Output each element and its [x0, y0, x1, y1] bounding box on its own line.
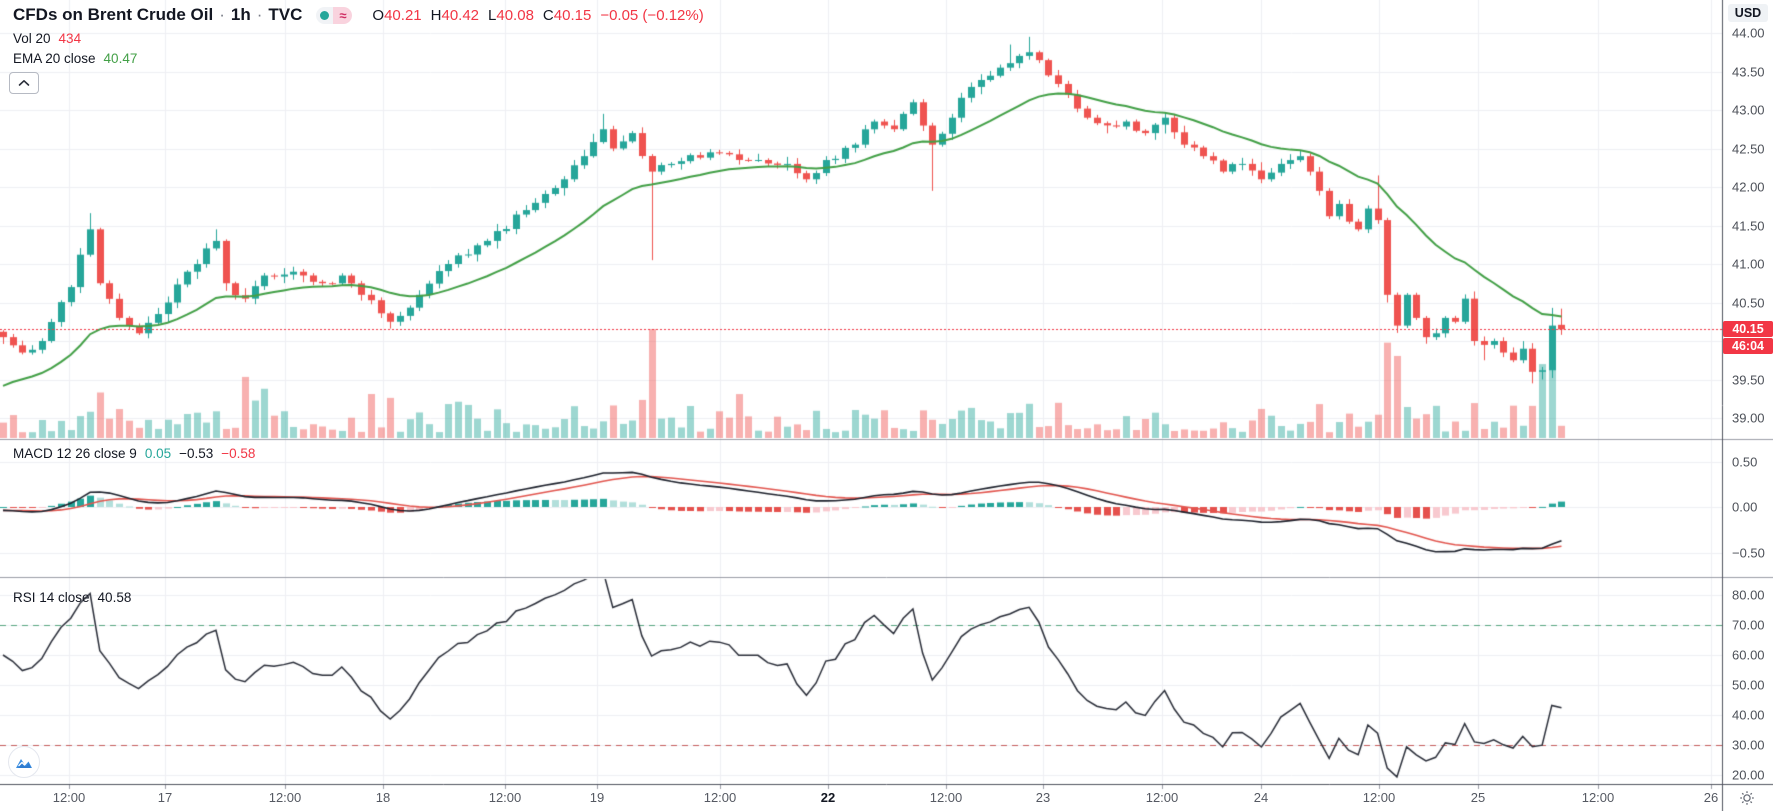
rsi-tick-label: 80.00	[1732, 587, 1765, 603]
time-tick-label: 12:00	[1145, 790, 1179, 805]
price-tick-label: 43.00	[1732, 102, 1765, 118]
time-tick-label: 24	[1253, 790, 1269, 805]
price-tick-label: 43.50	[1732, 64, 1765, 79]
market-open-dot-icon	[320, 10, 330, 20]
candle-countdown-badge: 46:04	[1723, 338, 1773, 354]
change-value: −0.05 (−0.12%)	[600, 6, 704, 24]
time-tick-label: 17	[157, 790, 173, 805]
close-value: 40.15	[553, 6, 592, 24]
time-axis-settings-button[interactable]	[1733, 788, 1761, 808]
currency-badge[interactable]: USD	[1728, 4, 1768, 22]
time-tick-label: 18	[375, 790, 391, 805]
chevron-up-icon	[18, 79, 30, 86]
high-label: H	[430, 6, 442, 24]
volume-value: 434	[58, 30, 82, 46]
rsi-label: RSI 14 close	[13, 589, 90, 605]
separator-dot: ·	[256, 5, 263, 24]
open-value: 40.21	[384, 6, 422, 24]
macd-tick-label: 0.00	[1732, 499, 1758, 515]
rsi-tick-label: 70.00	[1732, 617, 1765, 633]
volume-label: Vol 20	[13, 30, 51, 46]
time-tick-label: 12:00	[703, 790, 737, 805]
ohlc-readout: O40.21 H40.42 L40.08 C40.15 −0.05 (−0.12…	[372, 7, 703, 24]
mountain-logo-icon	[16, 759, 32, 768]
delayed-data-icon: ≈	[333, 6, 353, 24]
exchange-label[interactable]: TVC	[268, 5, 303, 24]
time-tick-label: 12:00	[268, 790, 302, 805]
price-tick-label: 42.50	[1732, 141, 1765, 156]
rsi-tick-label: 60.00	[1732, 647, 1765, 663]
symbol-title[interactable]: CFDs on Brent Crude Oil	[13, 5, 214, 24]
time-tick-label: 22	[820, 790, 836, 805]
macd-line-value: −0.53	[179, 445, 214, 461]
price-tick-label: 41.50	[1732, 218, 1765, 233]
tradingview-logo[interactable]	[8, 746, 40, 778]
interval-label[interactable]: 1h	[230, 5, 251, 24]
ema-label: EMA 20 close	[13, 50, 96, 66]
rsi-tick-label: 30.00	[1732, 737, 1765, 753]
price-tick-label: 39.50	[1732, 372, 1765, 387]
volume-legend[interactable]: Vol 20 434	[13, 28, 704, 48]
collapse-pane-button[interactable]	[9, 72, 39, 94]
macd-label: MACD 12 26 close 9	[13, 445, 137, 461]
macd-hist-value: 0.05	[144, 445, 172, 461]
last-price-badge: 40.15	[1723, 321, 1773, 337]
rsi-value: 40.58	[97, 589, 132, 605]
time-tick-label: 26	[1703, 790, 1719, 805]
time-tick-label: 12:00	[929, 790, 963, 805]
close-label: C	[542, 6, 554, 24]
rsi-legend[interactable]: RSI 14 close 40.58	[13, 587, 131, 607]
time-tick-label: 12:00	[1362, 790, 1396, 805]
low-value: 40.08	[496, 6, 534, 24]
separator-dot: ·	[219, 5, 225, 24]
price-tick-label: 44.00	[1732, 25, 1765, 41]
time-tick-label: 25	[1470, 790, 1486, 805]
low-label: L	[488, 6, 497, 24]
market-status-pill[interactable]: ≈	[316, 6, 353, 24]
macd-signal-value: −0.58	[221, 445, 256, 461]
rsi-tick-label: 50.00	[1732, 677, 1765, 693]
macd-legend[interactable]: MACD 12 26 close 9 0.05 −0.53 −0.58	[13, 443, 255, 463]
price-tick-label: 39.00	[1732, 410, 1765, 426]
price-tick-label: 42.00	[1732, 179, 1765, 195]
high-value: 40.42	[441, 6, 480, 24]
time-tick-label: 23	[1035, 790, 1051, 805]
ema-legend[interactable]: EMA 20 close 40.47	[13, 48, 704, 68]
ema-value: 40.47	[103, 50, 138, 66]
time-tick-label: 19	[589, 790, 605, 805]
rsi-tick-label: 20.00	[1732, 767, 1765, 783]
symbol-legend: CFDs on Brent Crude Oil · 1h · TVC ≈ O40…	[13, 4, 704, 68]
time-tick-label: 12:00	[52, 790, 86, 805]
open-label: O	[372, 6, 385, 24]
macd-tick-label: −0.50	[1732, 545, 1765, 560]
macd-tick-label: 0.50	[1732, 454, 1758, 469]
price-tick-label: 40.50	[1732, 295, 1765, 310]
gear-icon	[1740, 791, 1754, 805]
time-tick-label: 12:00	[488, 790, 522, 805]
price-tick-label: 41.00	[1732, 256, 1765, 272]
time-tick-label: 12:00	[1581, 790, 1615, 805]
market-open-dot-wrap	[316, 6, 334, 24]
rsi-tick-label: 40.00	[1732, 707, 1765, 723]
symbol-title-row: CFDs on Brent Crude Oil · 1h · TVC ≈ O40…	[13, 4, 704, 26]
